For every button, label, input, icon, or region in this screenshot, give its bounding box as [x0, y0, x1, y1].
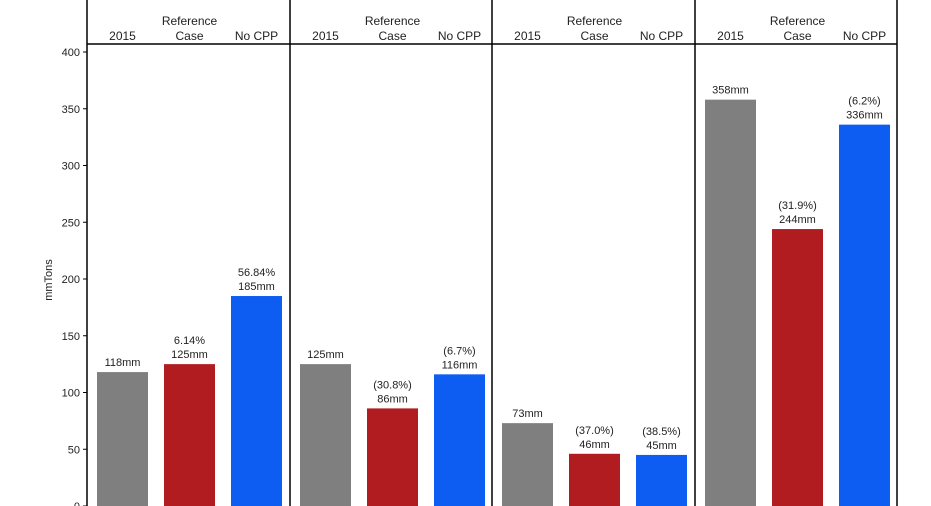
- data-label: 6.14% 125mm: [171, 335, 208, 361]
- data-label: 125mm: [307, 349, 344, 361]
- bar: [569, 453, 620, 506]
- y-tick-label: 200: [62, 274, 80, 286]
- data-label: (30.8%) 86mm: [373, 379, 412, 405]
- category-header: 2015: [514, 29, 541, 43]
- category-header: No CPP: [843, 29, 886, 43]
- chart-axes: 0 50 100 150 200 250 300 350 400: [62, 0, 898, 506]
- category-header: No CPP: [235, 29, 278, 43]
- y-tick-label: 350: [62, 104, 80, 116]
- category-header: Reference Case: [365, 14, 421, 43]
- data-label: (6.7%) 116mm: [442, 345, 478, 371]
- bar: [367, 408, 418, 506]
- y-tick-label: 0: [74, 501, 80, 506]
- bar: [164, 364, 215, 506]
- bar: [502, 423, 553, 506]
- data-label: (31.9%) 244mm: [778, 200, 817, 226]
- y-tick-label: 100: [62, 388, 80, 400]
- chart-data-labels: 118mm 6.14% 125mm 56.84% 185mm 125mm (30.8%) 86…: [105, 85, 883, 452]
- bar: [434, 374, 485, 506]
- category-header: No CPP: [640, 29, 683, 43]
- y-tick-label: 50: [68, 444, 80, 456]
- y-tick-label: 150: [62, 331, 80, 343]
- bar: [839, 124, 890, 506]
- bar: [300, 364, 351, 506]
- chart-bars: [97, 99, 890, 506]
- data-label: (6.2%) 336mm: [846, 96, 883, 122]
- category-header: Reference Case: [770, 14, 826, 43]
- data-label: (38.5%) 45mm: [642, 426, 681, 452]
- y-tick-label: 300: [62, 161, 80, 173]
- category-header: No CPP: [438, 29, 481, 43]
- data-label: 56.84% 185mm: [238, 267, 276, 293]
- bar: [772, 229, 823, 506]
- y-tick-label: 400: [62, 47, 80, 59]
- bar: [636, 454, 687, 506]
- category-header: Reference Case: [162, 14, 218, 43]
- bar: [97, 372, 148, 506]
- y-tick-label: 250: [62, 217, 80, 229]
- data-label: 73mm: [512, 408, 543, 420]
- bar: [705, 99, 756, 506]
- category-header: 2015: [312, 29, 339, 43]
- category-header: 2015: [109, 29, 136, 43]
- data-label: 358mm: [712, 85, 749, 97]
- chart-category-headers: 2015 Reference Case No CPP 2015 Reference Case…: [109, 14, 886, 43]
- data-label: 118mm: [105, 357, 141, 369]
- bar: [231, 296, 282, 506]
- category-header: Reference Case: [567, 14, 623, 43]
- category-header: 2015: [717, 29, 744, 43]
- data-label: (37.0%) 46mm: [575, 425, 614, 451]
- y-axis-label: mmTons: [43, 259, 55, 301]
